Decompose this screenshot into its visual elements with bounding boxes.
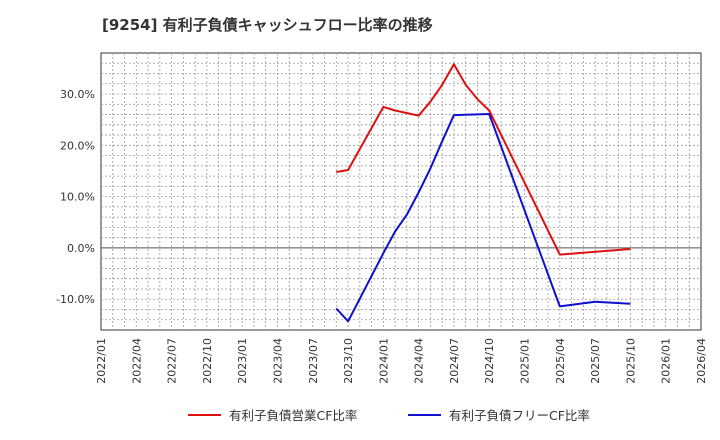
- x-tick-label: 2022/04: [130, 338, 143, 384]
- x-tick-label: 2026/01: [660, 338, 673, 384]
- grid: [100, 52, 702, 331]
- legend-label: 有利子負債営業CF比率: [229, 408, 357, 423]
- y-tick-label: 0.0%: [67, 242, 95, 255]
- x-tick-label: 2025/01: [519, 338, 532, 384]
- y-tick-label: 30.0%: [60, 88, 95, 101]
- x-tick-label: 2024/04: [413, 338, 426, 384]
- y-tick-label: 10.0%: [60, 191, 95, 204]
- y-tick-label: 20.0%: [60, 139, 95, 152]
- x-tick-label: 2022/10: [201, 338, 214, 384]
- x-tick-label: 2026/04: [695, 338, 708, 384]
- x-tick-label: 2023/01: [236, 338, 249, 384]
- series-line: [335, 113, 631, 323]
- x-tick-label: 2023/07: [307, 338, 320, 384]
- x-tick-label: 2025/04: [554, 338, 567, 384]
- plot-area: [100, 52, 702, 331]
- x-tick-label: 2023/04: [271, 338, 284, 384]
- x-tick-label: 2024/07: [448, 338, 461, 384]
- series-line: [336, 63, 631, 256]
- x-tick-label: 2023/10: [342, 338, 355, 384]
- legend-label: 有利子負債フリーCF比率: [449, 408, 590, 423]
- x-tick-label: 2024/10: [483, 338, 496, 384]
- legend: 有利子負債営業CF比率 有利子負債フリーCF比率: [188, 408, 590, 423]
- chart-title: [9254] 有利子負債キャッシュフロー比率の推移: [102, 16, 433, 34]
- x-tick-label: 2025/07: [589, 338, 602, 384]
- axes: -10.0% 0.0% 10.0% 20.0% 30.0% 2022/01 2022/04 2…: [56, 88, 708, 384]
- x-tick-label: 2024/01: [377, 338, 390, 384]
- y-tick-label: -10.0%: [56, 293, 95, 306]
- x-tick-label: 2022/01: [95, 338, 108, 384]
- series-lines: [335, 63, 631, 323]
- x-tick-label: 2022/07: [166, 338, 179, 384]
- x-tick-label: 2025/10: [624, 338, 637, 384]
